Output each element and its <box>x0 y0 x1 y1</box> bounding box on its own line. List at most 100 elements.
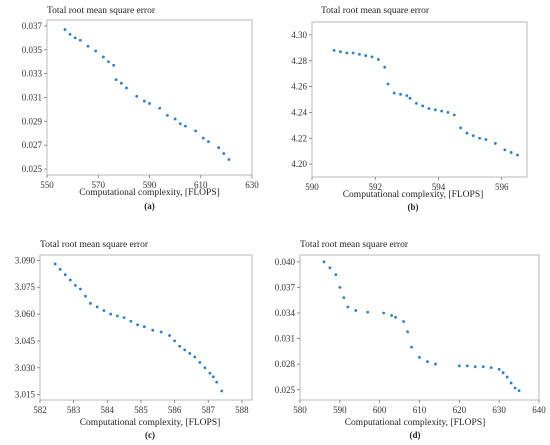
panel-b-point-6 <box>370 55 374 59</box>
panel-d-point-2 <box>334 273 338 277</box>
panel-d-x-tick-label-1: 590 <box>333 405 347 415</box>
panel-a-point-4 <box>86 44 90 48</box>
panel-c-ticks: 3.015 3.030 3.045 3.060 3.075 3.090 582 583 584 5… <box>15 255 249 415</box>
panel-b-x-tick-label-1: 592 <box>368 182 382 192</box>
panel-b-y-tick-label-3: 4.26 <box>291 82 307 92</box>
panel-b-point-2 <box>345 51 349 55</box>
panel-d-point-21 <box>489 366 493 369</box>
panel-c-y-tick-label-1: 3.030 <box>15 363 36 373</box>
panel-a-y-tick-label-3: 0.031 <box>22 93 42 103</box>
panel-a-y-tick-label-1: 0.027 <box>22 140 43 150</box>
panel-b-point-25 <box>484 138 488 141</box>
panel-c-point-26 <box>208 371 212 375</box>
panel-b-point-26 <box>493 142 497 145</box>
panel-c-y-tick-label-5: 3.090 <box>15 255 36 265</box>
panel-a-plot-area <box>46 19 253 176</box>
panel-d-point-15 <box>426 360 429 364</box>
panel-a-point-7 <box>107 60 110 64</box>
panel-c-point-10 <box>109 312 113 316</box>
panel-a-point-14 <box>148 102 151 105</box>
panel-d-points <box>322 260 521 393</box>
panel-b-point-11 <box>399 92 402 96</box>
panel-b-plot-area <box>311 21 528 178</box>
panel-b-point-14 <box>414 101 418 105</box>
panel-b-point-22 <box>465 131 469 135</box>
panel-c-y-tick-label-2: 3.045 <box>15 336 36 346</box>
panel-d-point-7 <box>366 310 370 314</box>
panel-b-point-9 <box>386 82 390 86</box>
panel-a-point-0 <box>63 28 67 31</box>
panel-b-point-20 <box>452 113 456 117</box>
panel-b-xlabel: Computational complexity, [FLOPS] <box>343 190 484 200</box>
panel-d-point-1 <box>328 266 332 270</box>
panel-b-point-0 <box>332 49 336 52</box>
panel-a-title: Total root mean square error <box>47 6 156 16</box>
panel-a-point-19 <box>183 124 187 128</box>
panel-c-xlabel: Computational complexity, [FLOPS] <box>80 418 221 428</box>
panel-b-point-7 <box>376 58 380 61</box>
panel-d-y-tick-label-0: 0.025 <box>275 385 296 395</box>
panel-b-point-28 <box>509 151 513 154</box>
panel-a-point-11 <box>125 86 128 90</box>
panel-b-point-17 <box>433 108 437 112</box>
panel-a-ticks: 0.025 0.027 0.029 0.031 0.033 0.035 0.037 550 57… <box>22 21 260 190</box>
panel-b-point-15 <box>421 104 425 108</box>
panel-a-x-tick-label-2: 590 <box>143 180 157 190</box>
panel-a-x-tick-label-3: 610 <box>194 180 208 190</box>
panel-c-point-21 <box>183 348 187 352</box>
panel-b-y-tick-label-2: 4.24 <box>291 107 307 117</box>
panel-c-point-1 <box>58 267 62 271</box>
panel-a-point-3 <box>78 38 82 42</box>
panel-a-x-tick-label-4: 630 <box>245 180 259 190</box>
panel-d-point-19 <box>473 365 477 369</box>
panel-b-points <box>332 49 519 157</box>
panel-a-point-21 <box>201 136 205 140</box>
panel-a-point-24 <box>222 152 226 155</box>
panel-c-point-2 <box>63 273 67 277</box>
panel-a-point-20 <box>194 129 198 133</box>
panel-c-point-4 <box>73 284 77 287</box>
panel-c-x-tick-label-4: 586 <box>168 405 182 415</box>
panel-d-point-14 <box>418 355 421 359</box>
panel-b-y-tick-label-1: 4.22 <box>291 133 307 143</box>
panel-a-x-tick-label-1: 570 <box>92 180 106 190</box>
panel-c-points <box>53 262 224 393</box>
panel-d-x-tick-label-5: 630 <box>492 405 506 415</box>
panel-b-point-21 <box>459 126 463 130</box>
panel-c-point-22 <box>188 352 192 355</box>
panel-a-point-2 <box>73 36 77 40</box>
panel-c-point-18 <box>168 334 171 337</box>
panel-b-point-5 <box>364 54 368 57</box>
panel-d-y-tick-label-4: 0.037 <box>275 282 296 292</box>
panel-c-point-15 <box>142 325 146 329</box>
panel-a-y-tick-label-4: 0.033 <box>22 69 43 79</box>
panel-b-point-3 <box>351 51 355 55</box>
panel-b-point-12 <box>405 94 409 98</box>
panel-c-point-14 <box>136 323 139 327</box>
panel-a-point-22 <box>207 140 210 144</box>
panel-d-plot-area <box>299 254 540 401</box>
panel-c: Total root mean square error 3.0153.0303… <box>15 240 253 440</box>
panel-c-point-24 <box>198 361 202 364</box>
panel-a-point-13 <box>142 99 146 103</box>
panel-c-point-0 <box>53 262 57 266</box>
panel-c-point-20 <box>178 344 182 348</box>
panel-d-point-9 <box>390 314 394 317</box>
panel-d-point-12 <box>406 330 409 334</box>
panel-a-point-10 <box>119 81 123 85</box>
panel-d-point-5 <box>346 305 350 309</box>
panel-d-point-13 <box>410 345 413 349</box>
panel-a-point-16 <box>166 113 169 117</box>
panel-c-point-5 <box>78 287 82 291</box>
panel-d-point-26 <box>513 386 517 390</box>
panel-c-point-9 <box>102 309 106 312</box>
panel-c-point-23 <box>193 355 197 359</box>
panel-d-x-tick-label-4: 620 <box>453 405 467 415</box>
panel-c-x-tick-label-1: 583 <box>67 405 81 415</box>
panel-d-xlabel: Computational complexity, [FLOPS] <box>345 418 486 428</box>
panel-c-point-17 <box>159 330 163 334</box>
panel-a-point-5 <box>94 49 98 53</box>
panel-c-label: (c) <box>145 430 155 440</box>
panel-a-y-tick-label-0: 0.025 <box>22 164 43 174</box>
